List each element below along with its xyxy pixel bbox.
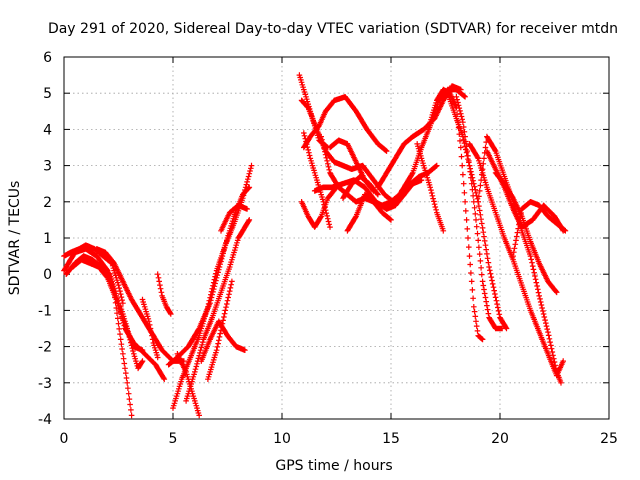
series-arc-32 xyxy=(453,94,505,332)
series-arc-08 xyxy=(154,271,174,317)
series-arc-06 xyxy=(117,304,146,372)
x-tick-label: 10 xyxy=(273,431,291,447)
series-arc-29 xyxy=(414,141,447,234)
y-tick-label: 1 xyxy=(43,231,52,247)
x-axis-label: GPS time / hours xyxy=(275,458,392,474)
data-points xyxy=(340,173,381,201)
data-points xyxy=(344,191,394,234)
data-points xyxy=(466,141,566,379)
y-tick-label: 0 xyxy=(43,267,52,283)
series-arc-18 xyxy=(301,94,390,154)
axis-ticks xyxy=(63,56,610,420)
x-tick-label: 5 xyxy=(169,431,178,447)
series-arc-28 xyxy=(399,162,440,194)
series-arc-10 xyxy=(170,162,255,411)
data-points xyxy=(414,141,447,234)
data-points xyxy=(174,351,202,419)
x-tick-label: 15 xyxy=(382,431,400,447)
data-points xyxy=(154,271,174,317)
series-arc-11 xyxy=(183,217,253,404)
data-series xyxy=(61,72,569,419)
data-points xyxy=(198,318,248,364)
series-arc-13 xyxy=(174,351,202,419)
series-arc-36 xyxy=(492,170,560,296)
y-tick-labels: -4 -3 -2 -1 0 1 2 3 4 5 6 xyxy=(38,50,52,428)
series-arc-24 xyxy=(340,173,381,201)
y-tick-label: 4 xyxy=(43,122,52,138)
data-points xyxy=(301,130,333,230)
x-tick-label: 20 xyxy=(491,431,509,447)
y-tick-label: -3 xyxy=(38,376,52,392)
x-tick-label: 25 xyxy=(600,431,618,447)
series-arc-12 xyxy=(198,318,248,364)
data-points xyxy=(117,304,146,372)
data-points xyxy=(205,278,235,382)
y-tick-label: 2 xyxy=(43,195,52,211)
series-arc-37 xyxy=(510,199,569,259)
series-arc-34 xyxy=(475,133,564,386)
series-arc-01 xyxy=(61,246,135,419)
data-points xyxy=(139,296,161,361)
series-arc-20 xyxy=(301,130,333,230)
y-axis-label: SDTVAR / TECUs xyxy=(7,181,23,296)
x-tick-label: 0 xyxy=(60,431,69,447)
chart-title: Day 291 of 2020, Sidereal Day-to-day VTE… xyxy=(48,21,618,37)
data-points xyxy=(399,162,440,194)
data-points xyxy=(475,133,564,386)
series-arc-07 xyxy=(139,296,161,361)
series-arc-25 xyxy=(344,191,394,234)
series-arc-14 xyxy=(205,278,235,382)
x-tick-labels: 0 5 10 15 20 25 xyxy=(60,431,618,447)
y-tick-label: 6 xyxy=(43,50,52,66)
data-points xyxy=(453,94,505,332)
data-points xyxy=(170,162,255,411)
data-points xyxy=(510,199,569,259)
series-arc-15 xyxy=(218,202,250,234)
data-points xyxy=(61,246,135,419)
y-tick-label: 5 xyxy=(43,86,52,102)
data-points xyxy=(183,217,253,404)
data-points xyxy=(492,170,560,296)
series-arc-33 xyxy=(466,141,566,379)
y-tick-label: -2 xyxy=(38,340,52,356)
data-points xyxy=(301,94,390,154)
y-tick-label: 3 xyxy=(43,159,52,175)
data-points xyxy=(218,202,250,234)
y-tick-label: -4 xyxy=(38,412,52,428)
y-tick-label: -1 xyxy=(38,303,52,319)
